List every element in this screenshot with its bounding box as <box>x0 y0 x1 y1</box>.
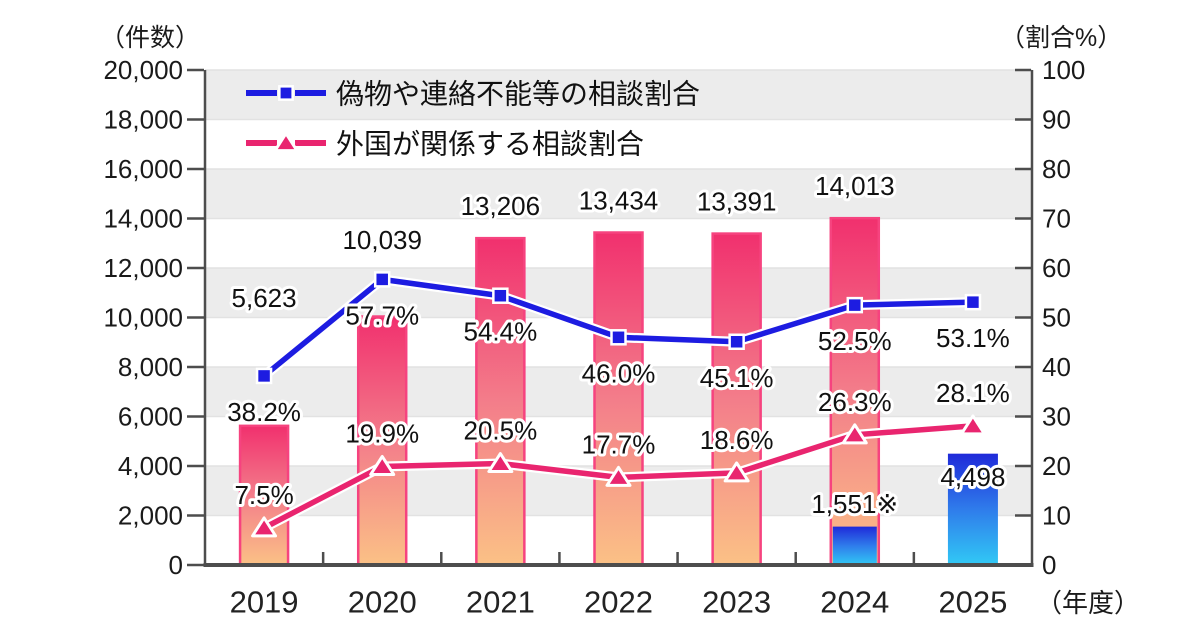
marker-foreign-related-ratio-2023 <box>723 461 750 483</box>
marker-foreign-related-ratio-2020 <box>369 454 396 476</box>
point-label-foreign-related-ratio-2023: 18.6% <box>700 425 774 455</box>
legend-square-marker <box>278 85 294 101</box>
y-left-tick-label: 0 <box>169 550 183 580</box>
bar-cases-fiscal-year-2023 <box>711 232 762 567</box>
point-label-fake-or-unreachable-ratio-2021: 54.4% <box>463 317 537 347</box>
bar-label-cases-fiscal-year-2020: 10,039 <box>342 225 422 255</box>
x-tick-label-2023: 2023 <box>702 585 771 620</box>
point-label-foreign-related-ratio-2021: 20.5% <box>463 416 537 446</box>
tick-labels: 0 2,000 4,000 6,000 8,000 10,000 12,000 14,000 1… <box>103 55 1085 620</box>
x-axis-unit: （年度） <box>1036 588 1140 618</box>
x-tick-label-2024: 2024 <box>820 585 889 620</box>
marker-fake-or-unreachable-ratio-2021 <box>492 287 509 304</box>
right-axis-title: （割合%） <box>1000 24 1122 52</box>
point-label-foreign-related-ratio-2022: 17.7% <box>582 429 656 459</box>
bar-cases-fiscal-year-2022 <box>593 231 644 567</box>
y-left-tick-label: 6,000 <box>118 402 183 432</box>
line-series <box>251 271 986 538</box>
marker-fake-or-unreachable-ratio-2025 <box>964 293 982 311</box>
y-right-tick-label: 100 <box>1042 55 1085 85</box>
marker-fake-or-unreachable-ratio-2020 <box>373 271 391 288</box>
y-right-tick-label: 40 <box>1042 352 1071 382</box>
bar-label-cases-partial-period-2025: 4,498 <box>940 462 1005 492</box>
x-tick-label-2025: 2025 <box>938 585 1007 620</box>
y-left-tick-label: 14,000 <box>103 204 183 234</box>
y-right-tick-label: 10 <box>1042 501 1071 531</box>
legend-item-fake-or-unreachable-ratio: 偽物や連絡不能等の相談割合 <box>246 79 700 110</box>
y-left-tick-label: 20,000 <box>103 55 183 85</box>
x-tick-label-2021: 2021 <box>466 585 535 620</box>
y-right-tick-label: 80 <box>1042 154 1071 184</box>
point-label-fake-or-unreachable-ratio-2025: 53.1% <box>936 323 1010 353</box>
legend-item-foreign-related-ratio: 外国が関係する相談割合 <box>246 129 644 160</box>
bar-label-cases-fiscal-year-2019: 5,623 <box>232 283 297 313</box>
bar-cases-fiscal-year-2020 <box>356 315 408 567</box>
y-left-tick-label: 2,000 <box>118 501 183 531</box>
bar-label-cases-fiscal-year-2022: 13,434 <box>579 186 659 216</box>
marker-foreign-related-ratio-2022 <box>605 465 632 487</box>
marker-foreign-related-ratio-2024 <box>841 423 868 445</box>
y-left-tick-label: 4,000 <box>118 451 183 481</box>
axes <box>187 68 1034 567</box>
data-labels: 38.2% 57.7% 54.4% 46.0% 45.1% 52.5% 53.1% 7.5% 1… <box>224 168 1013 522</box>
y-right-tick-label: 30 <box>1042 402 1071 432</box>
point-label-fake-or-unreachable-ratio-2020: 57.7% <box>345 300 419 330</box>
legend-triangle-marker <box>273 132 299 153</box>
bar-cases-partial-period-2024 <box>832 526 877 565</box>
marker-fake-or-unreachable-ratio-2024 <box>846 296 864 314</box>
bar-cases-fiscal-year-2024 <box>829 216 881 567</box>
marker-fake-or-unreachable-ratio-2019 <box>255 367 273 385</box>
y-right-tick-label: 60 <box>1042 253 1071 283</box>
x-tick-label-2019: 2019 <box>230 585 299 620</box>
left-axis-title: （件数） <box>100 24 200 52</box>
point-label-foreign-related-ratio-2025: 28.1% <box>936 378 1010 408</box>
y-right-tick-label: 20 <box>1042 451 1071 481</box>
bar-label-cases-partial-period-2024: 1,551※ <box>811 489 898 519</box>
y-left-tick-label: 16,000 <box>103 154 183 184</box>
bar-label-cases-fiscal-year-2024: 14,013 <box>815 171 895 201</box>
bar-cases-partial-period-2025 <box>947 453 998 565</box>
x-tick-label-2020: 2020 <box>348 585 417 620</box>
plot-band <box>205 70 1032 120</box>
y-right-tick-label: 70 <box>1042 204 1071 234</box>
y-left-tick-label: 18,000 <box>103 105 183 135</box>
bar-cases-fiscal-year-2021 <box>475 236 526 567</box>
bar-label-cases-fiscal-year-2021: 13,206 <box>461 191 541 221</box>
marker-fake-or-unreachable-ratio-2022 <box>610 329 627 346</box>
marker-foreign-related-ratio-2019 <box>251 516 278 538</box>
marker-foreign-related-ratio-2021 <box>487 452 514 474</box>
plot-band <box>205 169 1032 219</box>
legend-label-fake-or-unreachable-ratio: 偽物や連絡不能等の相談割合 <box>336 79 700 110</box>
y-right-tick-label: 0 <box>1042 550 1056 580</box>
point-label-foreign-related-ratio-2019: 7.5% <box>234 480 293 510</box>
legend-label-foreign-related-ratio: 外国が関係する相談割合 <box>336 129 644 160</box>
point-label-fake-or-unreachable-ratio-2022: 46.0% <box>582 358 656 388</box>
y-left-tick-label: 10,000 <box>103 303 183 333</box>
bar-label-cases-fiscal-year-2023: 13,391 <box>697 187 777 217</box>
point-label-foreign-related-ratio-2024: 26.3% <box>818 387 892 417</box>
y-right-tick-label: 50 <box>1042 303 1071 333</box>
point-label-fake-or-unreachable-ratio-2024: 52.5% <box>818 326 892 356</box>
y-left-tick-label: 8,000 <box>118 352 183 382</box>
point-label-fake-or-unreachable-ratio-2019: 38.2% <box>227 397 301 427</box>
point-label-foreign-related-ratio-2020: 19.9% <box>345 418 419 448</box>
x-tick-label-2022: 2022 <box>584 585 653 620</box>
marker-foreign-related-ratio-2025 <box>959 414 986 436</box>
y-left-tick-label: 12,000 <box>103 253 183 283</box>
y-right-tick-label: 90 <box>1042 105 1071 135</box>
marker-fake-or-unreachable-ratio-2023 <box>728 333 745 351</box>
point-label-fake-or-unreachable-ratio-2023: 45.1% <box>700 363 774 393</box>
